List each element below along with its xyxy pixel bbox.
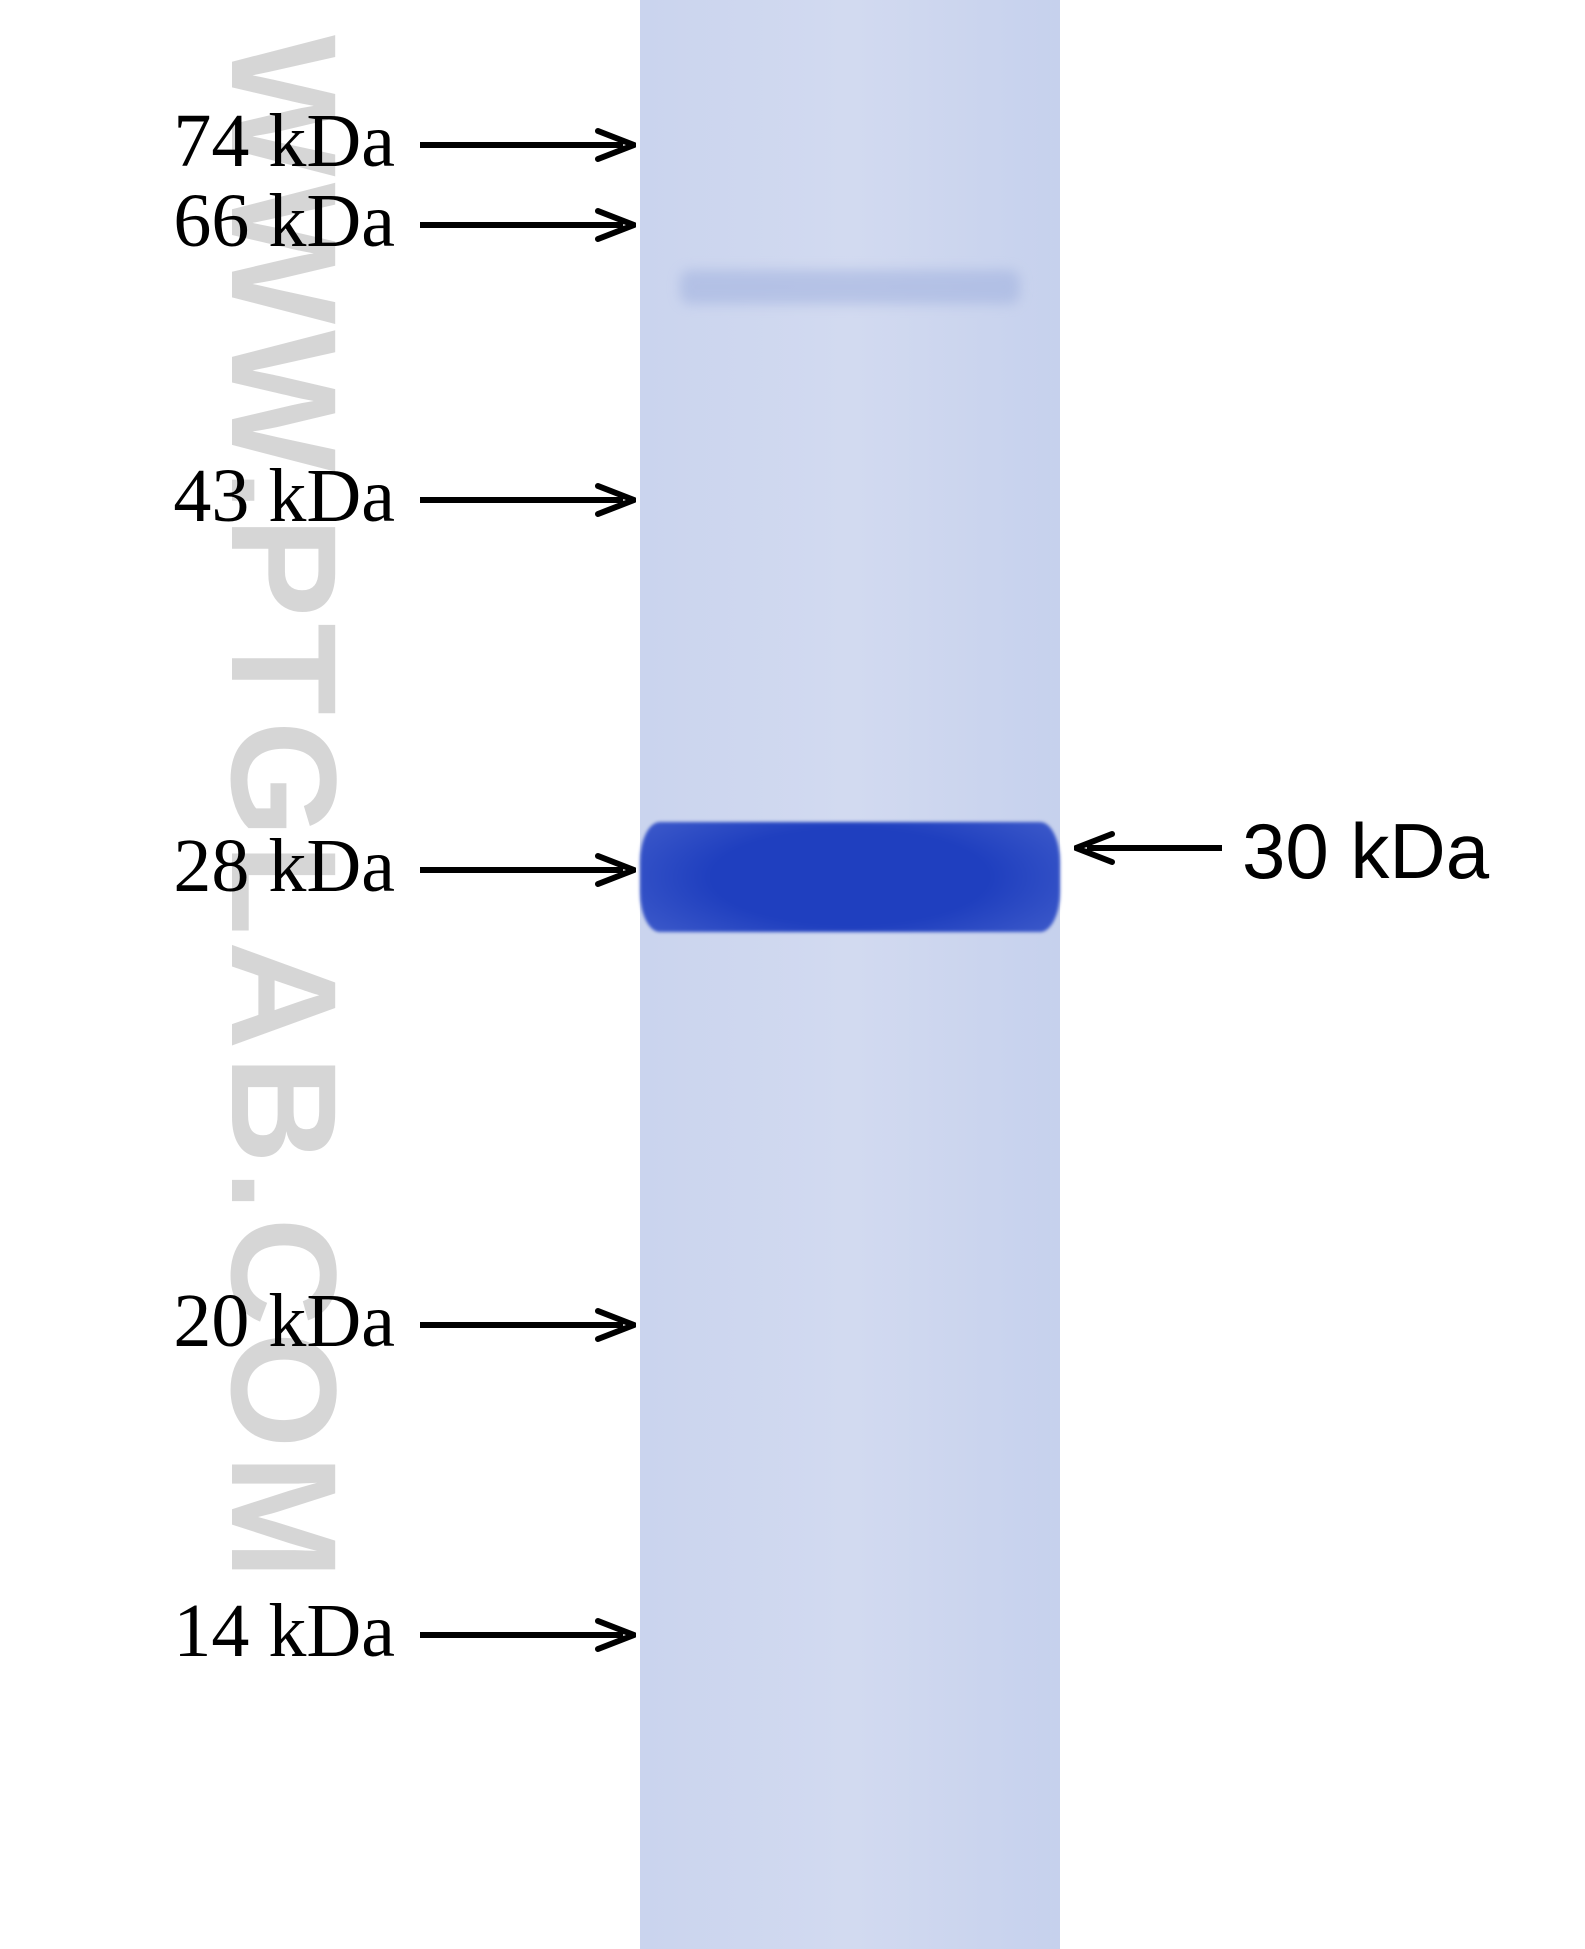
marker-label: 20 kDa bbox=[173, 1278, 395, 1365]
observed-mw-label: 30 kDa bbox=[1242, 806, 1489, 897]
faint-band bbox=[680, 270, 1020, 304]
marker-label: 74 kDa bbox=[173, 98, 395, 185]
marker-arrow bbox=[418, 1303, 636, 1347]
marker-label: 28 kDa bbox=[173, 823, 395, 910]
gel-image-canvas: WWW.PTGLAB.COM 74 kDa66 kDa43 kDa28 kDa2… bbox=[0, 0, 1585, 1949]
marker-label: 14 kDa bbox=[173, 1588, 395, 1675]
marker-label: 43 kDa bbox=[173, 453, 395, 540]
main-protein-band bbox=[640, 822, 1060, 932]
observed-mw-text: 30 kDa bbox=[1242, 807, 1489, 895]
marker-arrow bbox=[418, 203, 636, 247]
marker-label: 66 kDa bbox=[173, 178, 395, 265]
marker-arrow bbox=[418, 848, 636, 892]
observed-mw-arrow bbox=[1074, 826, 1224, 870]
marker-arrow bbox=[418, 123, 636, 167]
marker-arrow bbox=[418, 1613, 636, 1657]
marker-arrow bbox=[418, 478, 636, 522]
